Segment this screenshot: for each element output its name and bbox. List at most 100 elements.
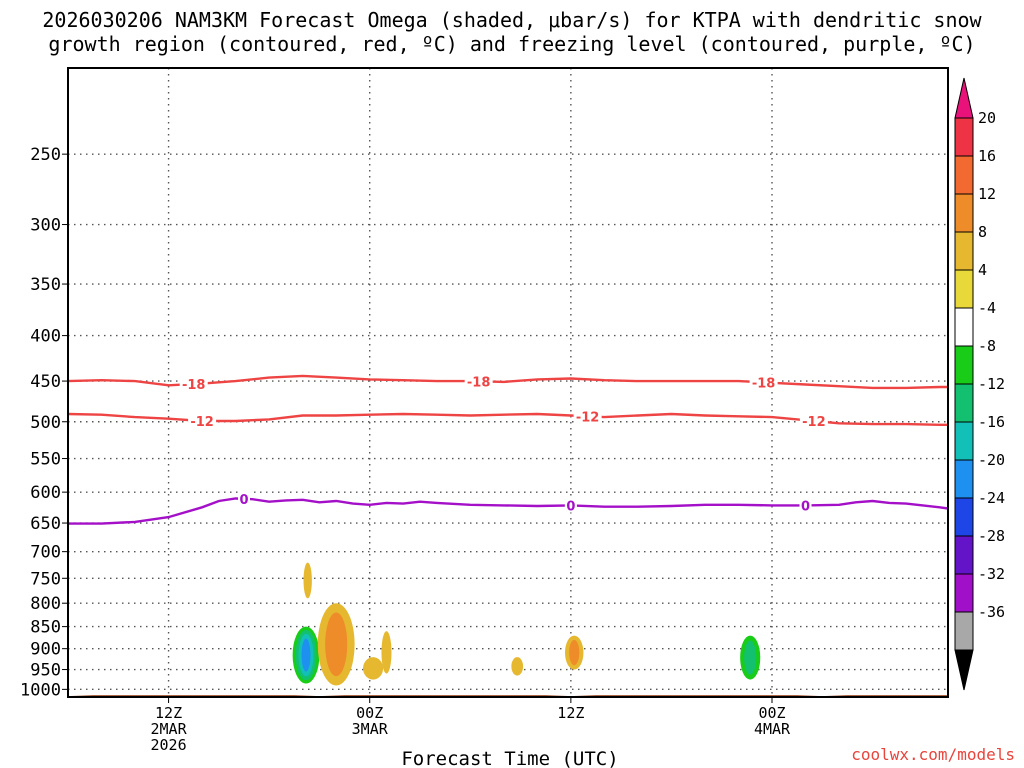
y-tick-label: 550	[30, 450, 61, 470]
credit-link[interactable]: coolwx.com/models	[851, 745, 1015, 764]
y-tick-label: 250	[30, 145, 61, 165]
x-tick-label: 3MAR	[352, 720, 389, 738]
y-tick-label: 800	[30, 594, 61, 614]
omega-shading	[292, 562, 761, 686]
omega-region	[564, 635, 584, 670]
y-tick-label: 1000	[20, 680, 61, 700]
contour-label: -18	[752, 376, 776, 391]
omega-level-shape	[301, 638, 311, 672]
y-tick-label: 750	[30, 569, 61, 589]
colorbar-label: -8	[978, 337, 996, 355]
omega-level-shape	[569, 639, 580, 666]
plot-frame	[67, 67, 949, 698]
colorbar-bin	[954, 155, 974, 195]
omega-region	[292, 626, 320, 684]
colorbar-label: -36	[978, 603, 1005, 621]
contour-label-bg	[749, 374, 778, 390]
y-tick-label: 950	[30, 661, 61, 681]
colorbar-label: 20	[978, 109, 996, 127]
contour-label: 0	[566, 499, 575, 514]
y-tick-label: 700	[30, 543, 61, 563]
x-tick-label: 4MAR	[754, 720, 791, 738]
contour-label: -12	[576, 410, 600, 425]
colorbar-label: -16	[978, 413, 1005, 431]
temperature-contours: -18 -18 -18 -12 -12 -12 0 0 0	[67, 373, 949, 525]
contour-label-bg	[573, 408, 602, 424]
colorbar-bin	[954, 383, 974, 423]
colorbar-label: 16	[978, 147, 996, 165]
colorbar-bin	[954, 231, 974, 271]
colorbar-label: -32	[978, 565, 1005, 583]
contour-label: -12	[190, 415, 214, 430]
x-tick-label: 2026	[151, 736, 187, 754]
x-tick-label: 00Z	[356, 704, 383, 722]
contour-label: 0	[239, 493, 248, 508]
colorbar: 20 16 12 8 4 -4 -8 -12 -16 -20 -24 -28 -32 -36	[954, 77, 1005, 691]
x-tick-label: 12Z	[155, 704, 182, 722]
omega-region	[740, 635, 761, 680]
colorbar-bin	[954, 459, 974, 499]
y-tick-label: 900	[30, 640, 61, 660]
colorbar-label: -24	[978, 489, 1005, 507]
contour-label: 0	[801, 499, 810, 514]
colorbar-bin	[954, 611, 974, 651]
colorbar-label: 4	[978, 261, 987, 279]
contour-label-bg	[799, 497, 812, 513]
omega-level-shape	[744, 640, 757, 675]
colorbar-bin	[954, 307, 974, 347]
colorbar-bin	[954, 497, 974, 537]
omega-level-shape	[381, 631, 392, 674]
omega-region	[363, 657, 384, 680]
colorbar-bin	[954, 193, 974, 233]
colorbar-bin	[954, 535, 974, 575]
colorbar-label: -28	[978, 527, 1005, 545]
omega-region	[303, 562, 312, 599]
y-tick-label: 300	[30, 216, 61, 236]
y-tick-label: 500	[30, 413, 61, 433]
colorbar-label: 8	[978, 223, 987, 241]
colorbar-label: -4	[978, 299, 996, 317]
y-tick-label: 650	[30, 514, 61, 534]
omega-region	[511, 657, 524, 676]
colorbar-label: 12	[978, 185, 996, 203]
colorbar-bin	[954, 269, 974, 309]
y-tick-label: 400	[30, 327, 61, 347]
omega-level-shape	[303, 562, 312, 599]
colorbar-high-arrow	[954, 77, 974, 119]
chart-title-line1: 2026030206 NAM3KM Forecast Omega (shaded…	[42, 8, 982, 32]
x-tick-label: 12Z	[557, 704, 584, 722]
x-axis-label: Forecast Time (UTC)	[401, 748, 618, 768]
y-tick-label: 350	[30, 275, 61, 295]
contour-label-bg	[799, 412, 828, 428]
colorbar-label: -20	[978, 451, 1005, 469]
omega-region	[317, 603, 355, 686]
chart-title-line2: growth region (contoured, red, ºC) and f…	[48, 32, 975, 56]
contour-label: -18	[182, 378, 206, 393]
contour-label: -18	[467, 375, 491, 390]
omega-level-shape	[363, 657, 384, 680]
colorbar-bin	[954, 345, 974, 385]
contour-line	[67, 374, 948, 390]
colorbar-bin	[954, 421, 974, 461]
x-tick-label: 2MAR	[151, 720, 188, 738]
grid-lines	[68, 68, 948, 697]
y-tick-label: 600	[30, 483, 61, 503]
colorbar-bin	[954, 117, 974, 157]
omega-level-shape	[511, 657, 524, 676]
colorbar-label: -12	[978, 375, 1005, 393]
contour-label: -12	[802, 415, 826, 430]
colorbar-bin	[954, 573, 974, 613]
y-axis-ticks: 2503003504004505005506006507007508008509…	[20, 145, 68, 700]
omega-region	[381, 631, 392, 674]
omega-level-shape	[325, 612, 348, 677]
contour-label-bg	[238, 490, 250, 506]
contour-label-bg	[179, 376, 208, 392]
x-tick-label: 00Z	[758, 704, 785, 722]
colorbar-low-arrow	[954, 649, 974, 691]
contour-label-bg	[188, 412, 217, 428]
y-tick-label: 450	[30, 372, 61, 392]
contour-label-bg	[464, 373, 493, 389]
y-tick-label: 850	[30, 618, 61, 638]
